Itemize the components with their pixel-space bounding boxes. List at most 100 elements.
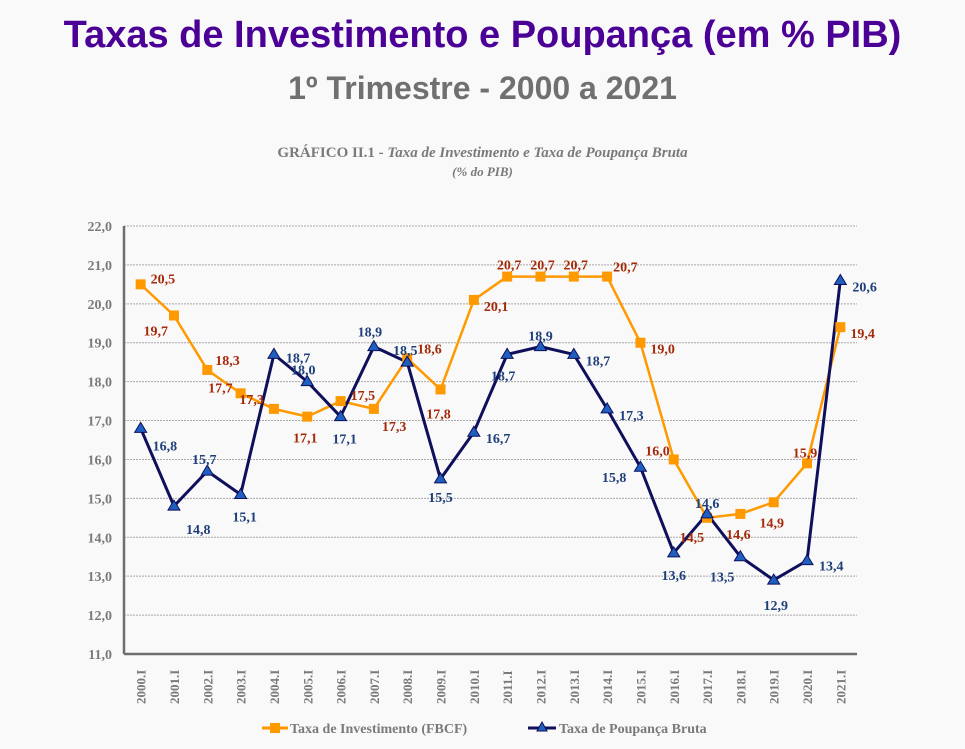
poupanca-data-label: 15,1 (232, 510, 257, 525)
investimento-data-label: 20,7 (497, 259, 522, 274)
legend-triangle-marker-icon (536, 720, 548, 732)
investimento-point (668, 454, 679, 465)
poupanca-point (167, 499, 181, 511)
gridlines (124, 225, 857, 616)
y-tick-label: 20,0 (88, 298, 113, 313)
legend-item-poupanca: Taxa de Poupança Bruta (528, 720, 707, 737)
poupanca-data-label: 14,8 (186, 523, 211, 538)
poupanca-point (367, 339, 381, 352)
x-tick-label: 2008.I (400, 670, 415, 704)
poupanca-data-label: 15,5 (428, 491, 453, 506)
y-tick-label: 14,0 (88, 531, 113, 546)
investimento-point (268, 403, 279, 414)
x-tick-label: 2015.I (633, 670, 648, 704)
investimento-point (735, 508, 746, 519)
investimento-point (135, 279, 146, 290)
poupanca-point (233, 487, 248, 499)
investimento-point (235, 388, 246, 399)
x-tick-label: 2021.I (833, 670, 848, 704)
investimento-point (802, 458, 813, 469)
investimento-data-label: 14,9 (759, 516, 784, 531)
poupanca-point (466, 425, 481, 437)
investimento-data-label: 17,3 (382, 420, 407, 435)
poupanca-data-label: 13,5 (710, 571, 735, 586)
poupanca-point (800, 553, 814, 566)
poupanca-data-label: 13,6 (662, 569, 687, 584)
investimento-data-label: 17,8 (426, 407, 451, 422)
investimento-data-label: 20,1 (484, 300, 509, 315)
investimento-point (302, 411, 313, 422)
x-tick-label: 2006.I (334, 670, 349, 704)
investimento-point (168, 310, 179, 321)
y-tick-label: 13,0 (88, 570, 113, 585)
poupanca-point (267, 347, 281, 359)
page-title: Taxas de Investimento e Poupança (em % P… (63, 14, 902, 56)
poupanca-data-label: 13,4 (819, 560, 844, 575)
investimento-data-label: 18,3 (215, 354, 240, 369)
poupanca-point (433, 471, 448, 484)
poupanca-point (833, 273, 848, 285)
data-labels: 20,5 19,7 18,3 17,7 17,3 17,1 17,5 17,3 18,6 17,8… (143, 259, 876, 614)
poupanca-data-label: 18,7 (491, 369, 516, 384)
investimento-data-label: 20,7 (613, 261, 638, 276)
x-tick-label: 2014.I (600, 670, 615, 704)
poupanca-data-label: 16,7 (486, 432, 511, 447)
poupanca-point (700, 506, 714, 519)
poupanca-data-label: 18,7 (586, 354, 611, 369)
x-tick-label: 2007.I (367, 670, 382, 704)
y-tick-label: 19,0 (88, 337, 113, 352)
y-tick-label: 15,0 (88, 492, 113, 507)
legend-item-investimento: Taxa de Investimento (FBCF) (262, 722, 468, 737)
x-tick-label: 2018.I (733, 670, 748, 704)
legend-square-marker-icon (270, 723, 280, 733)
poupanca-data-label: 17,1 (332, 433, 357, 448)
page-subtitle: 1º Trimestre - 2000 a 2021 (288, 70, 677, 106)
investimento-point (535, 271, 546, 282)
investimento-line (139, 275, 842, 520)
y-tick-label: 11,0 (88, 648, 112, 663)
investimento-data-label: 20,7 (530, 259, 555, 274)
y-tick-label: 17,0 (88, 415, 113, 430)
poupanca-data-label: 18,9 (528, 330, 553, 345)
poupanca-data-label: 18,0 (291, 364, 316, 379)
poupanca-point (600, 401, 614, 414)
investimento-point (368, 403, 379, 414)
poupanca-point (133, 421, 148, 433)
x-tick-label: 2001.I (167, 670, 182, 704)
y-tick-label: 21,0 (88, 259, 113, 274)
investimento-data-label: 19,4 (850, 327, 875, 342)
poupanca-point (200, 464, 215, 476)
investimento-data-label: 19,0 (650, 343, 675, 358)
series-group (133, 271, 848, 585)
investimento-point (502, 271, 513, 282)
y-tick-label: 12,0 (88, 609, 113, 624)
legend-label-poupanca: Taxa de Poupança Bruta (559, 722, 707, 737)
x-tick-label: 2005.I (300, 670, 315, 704)
investimento-point (435, 384, 446, 395)
y-tick-label: 22,0 (88, 220, 113, 235)
poupanca-data-label: 15,7 (192, 453, 217, 468)
x-tick-label: 2013.I (567, 670, 582, 704)
poupanca-point (633, 460, 648, 472)
investimento-data-label: 19,7 (143, 324, 168, 339)
investimento-data-label: 14,5 (680, 531, 705, 546)
poupanca-point (666, 545, 681, 558)
x-tick-label: 2020.I (800, 670, 815, 704)
x-tick-label: 2003.I (234, 670, 249, 704)
x-tick-label: 2002.I (200, 670, 215, 704)
y-tick-label: 18,0 (88, 376, 113, 391)
investimento-data-label: 20,7 (564, 259, 589, 274)
investimento-data-label: 14,6 (726, 528, 751, 543)
poupanca-data-label: 12,9 (763, 599, 788, 614)
poupanca-point (333, 409, 348, 422)
poupanca-point (733, 549, 748, 562)
investimento-data-label: 17,3 (239, 393, 264, 408)
x-tick-label: 2009.I (434, 670, 449, 704)
investimento-point (602, 271, 613, 282)
poupanca-point (533, 339, 548, 352)
investimento-point (768, 497, 779, 508)
x-tick-label: 2000.I (134, 670, 149, 704)
legend-label-investimento: Taxa de Investimento (FBCF) (290, 722, 468, 737)
poupanca-data-label: 15,8 (602, 471, 627, 486)
